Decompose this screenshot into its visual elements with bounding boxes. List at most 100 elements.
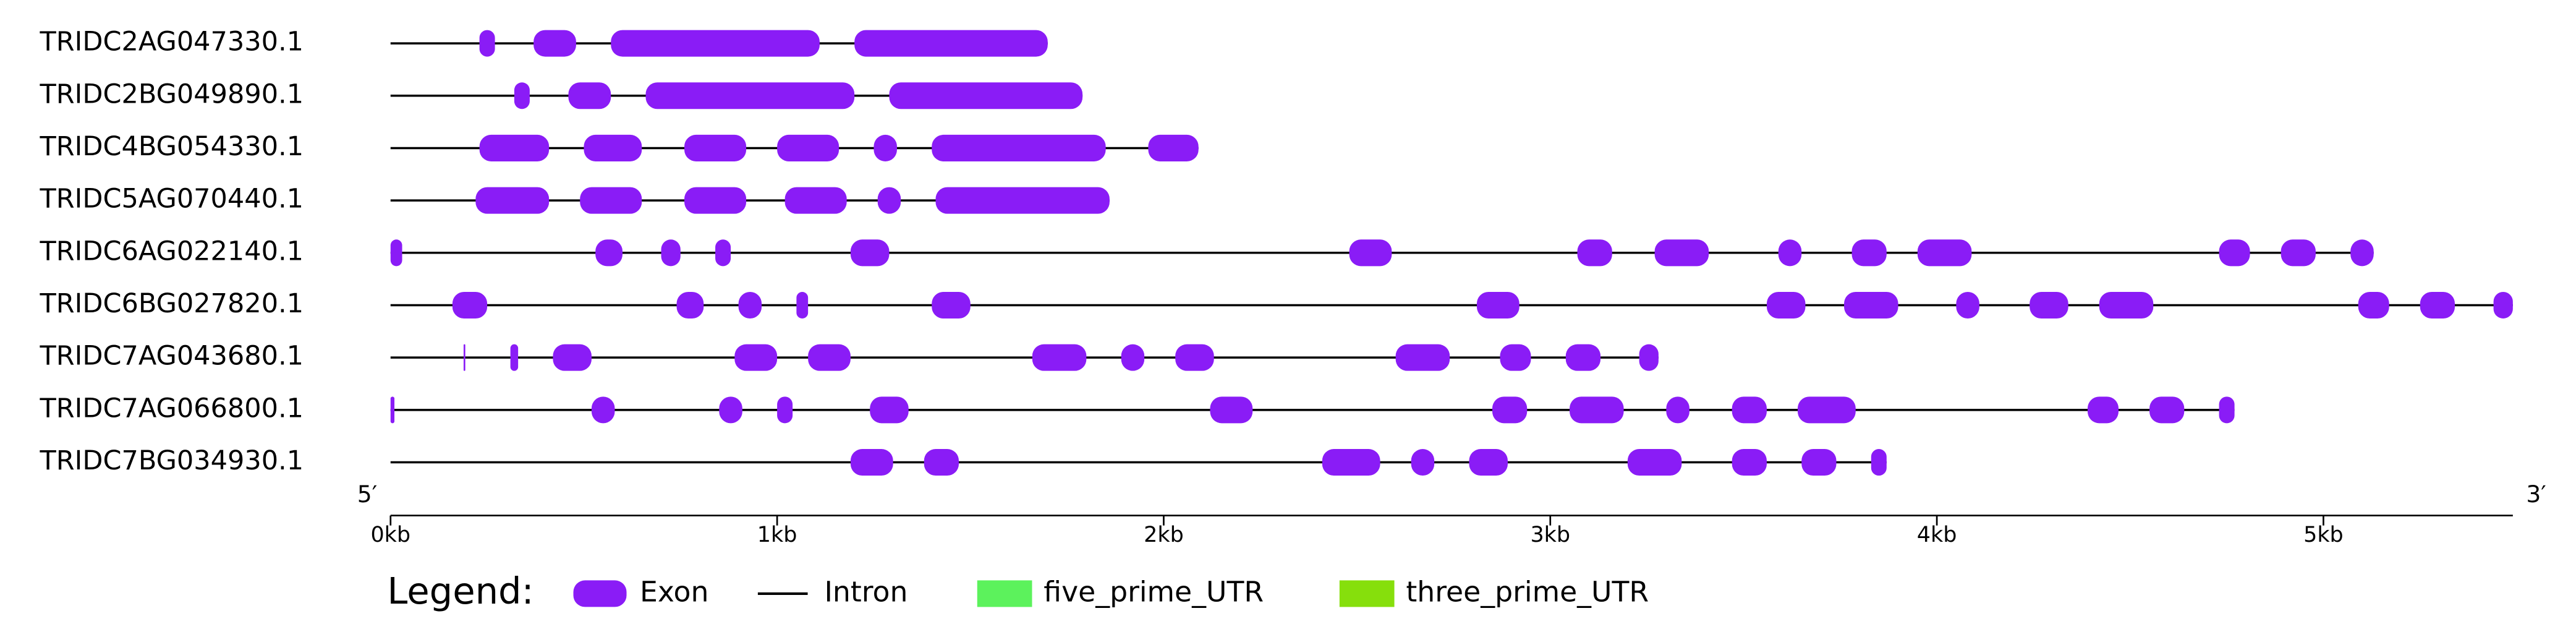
exon: [591, 396, 615, 424]
exon: [1732, 396, 1767, 424]
exon: [932, 134, 1106, 161]
legend-label: Exon: [640, 575, 708, 608]
exon: [1411, 449, 1435, 476]
exon: [738, 291, 762, 318]
exon: [1797, 396, 1856, 424]
gene-name: TRIDC7AG066800.1: [40, 393, 304, 424]
exon: [452, 291, 488, 318]
exon: [2281, 239, 2316, 267]
exon: [1032, 344, 1087, 371]
exon: [1801, 449, 1837, 476]
exon: [645, 82, 855, 109]
exon: [1349, 239, 1392, 267]
exon: [1500, 344, 1531, 371]
x-tick-label: 2kb: [1144, 523, 1184, 547]
exon: [1148, 134, 1199, 161]
exon: [1778, 239, 1802, 267]
exon: [479, 134, 550, 161]
exon: [1956, 291, 1979, 318]
exon: [1766, 291, 1806, 318]
exon: [719, 396, 742, 424]
exon: [568, 82, 611, 109]
exon: [932, 291, 971, 318]
exon: [808, 344, 851, 371]
x-tick-label: 4kb: [1917, 523, 1957, 547]
exon: [850, 239, 890, 267]
legend-exon: [573, 580, 627, 607]
exon: [784, 187, 847, 214]
exon: [2030, 291, 2068, 318]
exon: [595, 239, 623, 267]
gene-name: TRIDC4BG054330.1: [40, 131, 304, 162]
gene-name: TRIDC6AG022140.1: [40, 236, 304, 267]
gene-name: TRIDC6BG027820.1: [40, 288, 304, 319]
exon: [1851, 239, 1887, 267]
gene-name: TRIDC2AG047330.1: [40, 27, 304, 58]
exon: [2420, 291, 2455, 318]
exon: [1871, 449, 1887, 476]
exon: [2493, 291, 2513, 318]
gene-name: TRIDC7AG043680.1: [40, 341, 304, 372]
exon: [1917, 239, 1972, 267]
exon: [390, 396, 395, 424]
exon: [584, 134, 642, 161]
legend-label: three_prime_UTR: [1406, 575, 1649, 608]
exon: [684, 187, 747, 214]
exon: [1639, 344, 1659, 371]
gene-name: TRIDC5AG070440.1: [40, 184, 304, 215]
exon: [1627, 449, 1682, 476]
exon: [1666, 396, 1690, 424]
exon: [390, 239, 402, 267]
exon: [676, 291, 704, 318]
exon: [1565, 344, 1601, 371]
exon: [1210, 396, 1253, 424]
exon: [877, 187, 901, 214]
exon: [777, 134, 840, 161]
exon: [661, 239, 681, 267]
exon: [1121, 344, 1145, 371]
exon: [874, 134, 897, 161]
exon: [1322, 449, 1380, 476]
x-tick-label: 1kb: [757, 523, 797, 547]
exon: [850, 449, 893, 476]
gene-name: TRIDC2BG049890.1: [40, 79, 304, 109]
exon: [2219, 396, 2235, 424]
gene-name: TRIDC7BG034930.1: [40, 445, 304, 476]
exon: [2219, 239, 2250, 267]
five-prime-label: 5′: [357, 481, 377, 508]
exon: [2087, 396, 2119, 424]
three-prime-label: 3′: [2526, 481, 2546, 508]
exon: [734, 344, 778, 371]
exon: [715, 239, 731, 267]
exon: [479, 30, 495, 57]
legend-label: five_prime_UTR: [1044, 575, 1264, 608]
legend-label: Intron: [824, 575, 908, 608]
exon: [796, 291, 809, 318]
exon: [580, 187, 642, 214]
exon: [777, 396, 793, 424]
exon: [510, 344, 519, 371]
exon: [1577, 239, 1612, 267]
exon: [1175, 344, 1214, 371]
exon: [611, 30, 820, 57]
exon: [2350, 239, 2374, 267]
exon: [533, 30, 576, 57]
exon: [924, 449, 959, 476]
exon: [1469, 449, 1508, 476]
exon: [2149, 396, 2185, 424]
x-tick-label: 3kb: [1530, 523, 1570, 547]
exon: [889, 82, 1083, 109]
exon: [1476, 291, 1520, 318]
exon: [2099, 291, 2154, 318]
exon: [1732, 449, 1767, 476]
exon: [684, 134, 747, 161]
exon: [553, 344, 592, 371]
exon: [2358, 291, 2389, 318]
x-tick-label: 5kb: [2303, 523, 2344, 547]
exon: [870, 396, 909, 424]
exon: [1570, 396, 1624, 424]
exon: [514, 82, 530, 109]
x-tick-label: 0kb: [370, 523, 410, 547]
legend-title: Legend:: [387, 570, 533, 612]
exon: [463, 344, 465, 371]
